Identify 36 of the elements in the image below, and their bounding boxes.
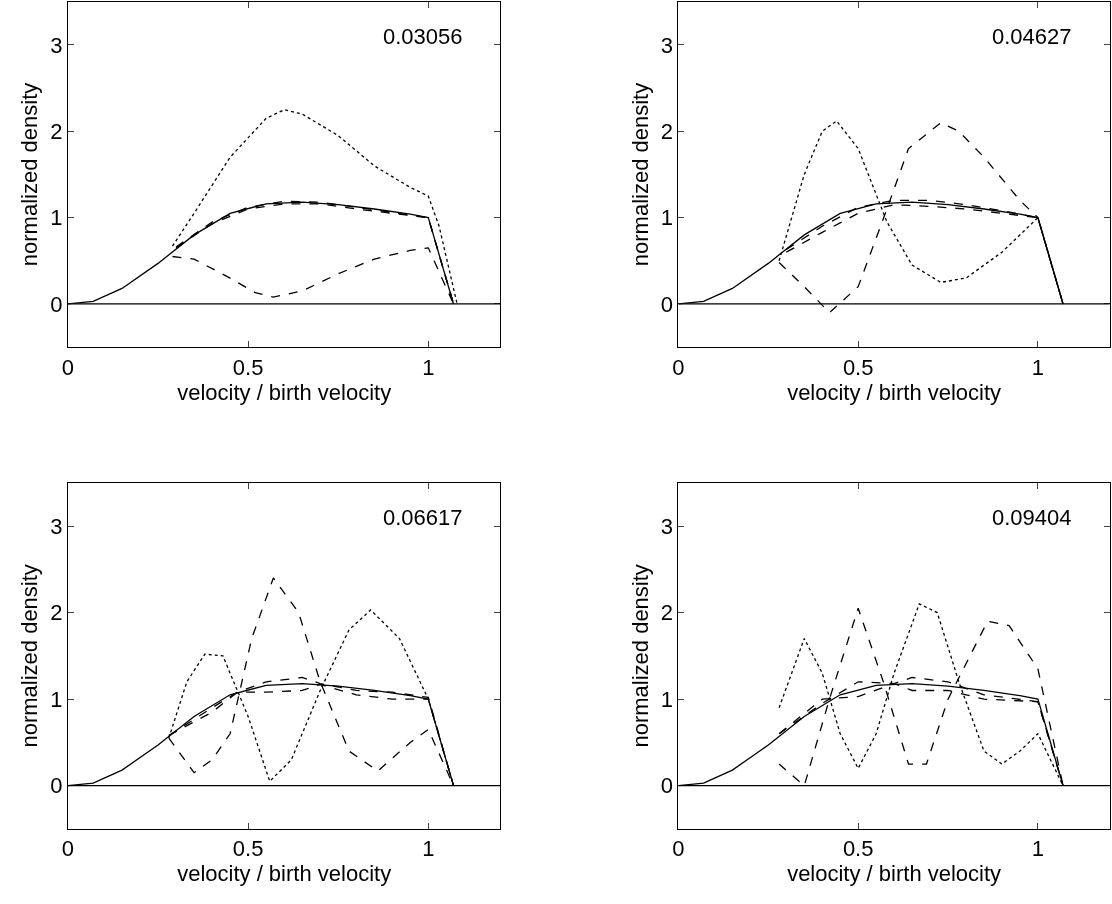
x-tick-label: 1 xyxy=(1031,354,1045,380)
annotation: 0.09404 xyxy=(992,505,1072,530)
y-axis-title: normalized density xyxy=(627,82,653,267)
y-tick-label: 3 xyxy=(50,513,63,539)
y-tick-label: 1 xyxy=(660,205,674,231)
y-tick-label: 1 xyxy=(660,686,674,712)
annotation: 0.04627 xyxy=(992,24,1072,49)
x-tick-label: 1 xyxy=(1031,836,1045,862)
x-tick-label: 1 xyxy=(422,354,435,380)
x-tick-label: 1 xyxy=(422,836,435,862)
y-tick-label: 1 xyxy=(50,686,63,712)
y-axis-title: normalized density xyxy=(17,82,43,267)
y-tick-label: 2 xyxy=(50,119,63,145)
y-tick-label: 3 xyxy=(660,513,674,539)
x-tick-label: 0.5 xyxy=(842,836,874,862)
y-tick-label: 3 xyxy=(660,32,674,58)
y-tick-label: 2 xyxy=(660,600,674,626)
x-tick-label: 0.5 xyxy=(232,836,264,862)
y-tick-label: 2 xyxy=(660,119,674,145)
y-tick-label: 0 xyxy=(50,773,63,799)
x-axis-title: velocity / birth velocity xyxy=(177,379,392,405)
x-axis-title: velocity / birth velocity xyxy=(787,379,1002,405)
x-axis-title: velocity / birth velocity xyxy=(787,861,1002,887)
y-tick-label: 0 xyxy=(660,291,674,317)
y-tick-label: 1 xyxy=(50,205,63,231)
y-tick-label: 3 xyxy=(50,32,63,58)
x-tick-label: 0.5 xyxy=(232,354,264,380)
y-axis-title: normalized density xyxy=(627,564,653,748)
x-tick-label: 0.5 xyxy=(842,354,874,380)
y-tick-label: 2 xyxy=(50,600,63,626)
x-axis-title: velocity / birth velocity xyxy=(177,861,392,887)
y-axis-title: normalized density xyxy=(17,564,43,748)
y-tick-label: 0 xyxy=(660,773,674,799)
annotation: 0.06617 xyxy=(383,505,463,530)
annotation: 0.03056 xyxy=(383,24,463,49)
y-tick-label: 0 xyxy=(50,291,63,317)
